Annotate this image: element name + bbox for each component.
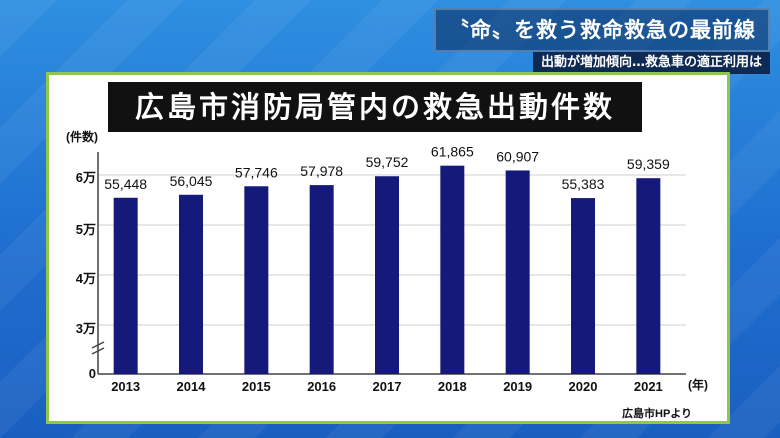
- data-label: 57,746: [235, 164, 278, 180]
- bar: [375, 176, 399, 374]
- x-tick-label: 2021: [634, 379, 663, 394]
- x-tick-label: 2017: [373, 379, 402, 394]
- x-tick-label: 2016: [307, 379, 336, 394]
- y-tick-label: 5万: [75, 222, 96, 237]
- y-tick-label: 6万: [75, 170, 96, 185]
- news-subheadline: 出動が増加傾向…救急車の適正利用は: [532, 52, 770, 74]
- source-credit: 広島市HPより: [622, 408, 693, 420]
- x-tick-label: 2020: [569, 379, 598, 394]
- y-tick-label: 3万: [75, 321, 96, 336]
- bar: [636, 178, 661, 374]
- bar: [244, 186, 269, 374]
- news-headline: 〝命〟を救う救命救急の最前線: [434, 8, 770, 52]
- x-tick-label: 2015: [242, 379, 271, 394]
- axis-break-mark: [91, 341, 105, 349]
- data-label: 61,865: [431, 144, 474, 160]
- y-tick-label: 0: [88, 366, 96, 381]
- bar: [309, 185, 334, 374]
- data-label: 56,045: [170, 173, 213, 189]
- data-label: 59,752: [366, 154, 409, 170]
- data-label: 55,383: [562, 176, 605, 192]
- chart-title: 広島市消防局管内の救急出動件数: [108, 82, 642, 132]
- x-tick-label: 2013: [111, 379, 140, 394]
- data-label: 57,978: [300, 163, 343, 179]
- bars: 55,448 2013 56,045 2014 57,746 2015 57,978 2016…: [104, 144, 670, 394]
- data-label: 60,907: [496, 148, 539, 164]
- x-tick-label: 2019: [503, 379, 532, 394]
- x-axis-unit-label: (年): [688, 378, 708, 392]
- bar: [571, 198, 595, 374]
- bar: [505, 170, 530, 374]
- y-tick-label: 4万: [75, 271, 96, 286]
- data-label: 59,359: [627, 156, 670, 172]
- x-tick-label: 2014: [177, 379, 207, 394]
- bar: [113, 197, 138, 374]
- axis-break-mark: [91, 347, 105, 355]
- y-axis-unit-label: (件数): [66, 130, 98, 144]
- bar: [179, 194, 203, 374]
- x-tick-label: 2018: [438, 379, 467, 394]
- data-label: 55,448: [104, 176, 147, 192]
- bar: [440, 165, 465, 374]
